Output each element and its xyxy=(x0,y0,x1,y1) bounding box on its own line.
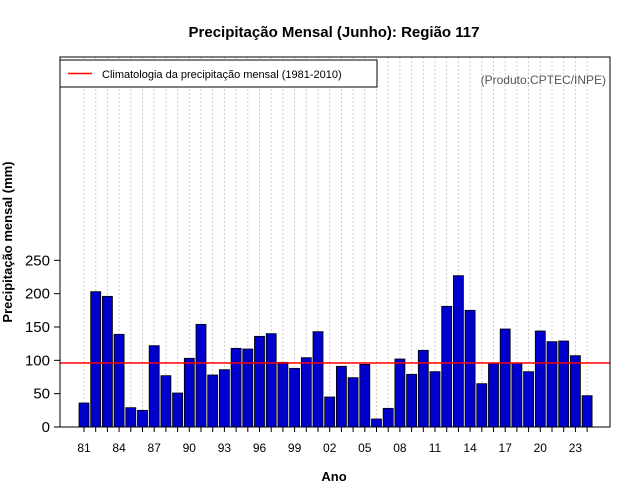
bar-08 xyxy=(394,358,406,428)
bar-89 xyxy=(172,392,184,428)
x-tick-label: 05 xyxy=(358,441,372,455)
bar-98 xyxy=(277,361,289,428)
x-tick-label: 87 xyxy=(148,441,162,455)
y-axis: 0 50 100 150 200 250 xyxy=(25,252,60,436)
bar-96 xyxy=(254,335,265,428)
x-tick-label: 23 xyxy=(569,441,583,455)
bar-86 xyxy=(137,409,148,428)
bar-14 xyxy=(464,309,476,428)
x-tick-label: 84 xyxy=(112,441,126,455)
chart-title: Precipitação Mensal (Junho): Região 117 xyxy=(189,24,480,41)
bar-12 xyxy=(441,305,453,428)
bar-00 xyxy=(300,357,312,428)
bar-10 xyxy=(417,349,429,428)
bar-23 xyxy=(570,355,581,428)
x-tick-label: 02 xyxy=(323,441,337,455)
bar-83 xyxy=(102,295,113,428)
bar-05 xyxy=(359,363,371,428)
bar-13 xyxy=(452,275,464,428)
bar-88 xyxy=(160,375,172,428)
legend-box xyxy=(59,59,378,88)
x-tick-label: 08 xyxy=(393,441,407,455)
bar-84 xyxy=(113,333,125,428)
x-tick-label: 17 xyxy=(499,441,513,455)
y-tick-label: 0 xyxy=(42,419,50,436)
bar-18 xyxy=(511,362,523,428)
x-tick-label: 11 xyxy=(429,441,442,455)
bar-19 xyxy=(523,371,534,428)
x-tick-label: 81 xyxy=(77,441,91,455)
plot-frame xyxy=(59,56,611,428)
bar-16 xyxy=(488,362,499,428)
bar-91 xyxy=(195,323,207,428)
bar-82 xyxy=(90,291,102,428)
x-tick-label: 99 xyxy=(288,441,302,455)
bar-90 xyxy=(183,357,195,428)
y-axis-label: Precipitação mensal (mm) xyxy=(0,161,15,322)
y-tick-label: 150 xyxy=(25,319,50,336)
y-tick-label: 100 xyxy=(25,352,50,369)
bar-07 xyxy=(382,407,394,428)
bar-94 xyxy=(230,347,242,428)
bar-03 xyxy=(335,365,347,428)
bar-87 xyxy=(148,345,160,428)
y-tick-label: 250 xyxy=(25,252,50,269)
x-tick-label: 90 xyxy=(183,441,197,455)
x-tick-label: 93 xyxy=(218,441,232,455)
x-tick-label: 96 xyxy=(253,441,267,455)
x-axis-label: Ano xyxy=(321,469,346,484)
bar-21 xyxy=(546,341,558,428)
x-axis: 81 84 87 90 93 96 99 02 05 08 11 14 17 20 23 xyxy=(77,427,588,455)
x-tick-label: 20 xyxy=(534,441,548,455)
y-tick-label: 200 xyxy=(25,286,50,303)
bar-02 xyxy=(324,396,336,428)
bar-97 xyxy=(265,333,277,428)
bar-17 xyxy=(499,328,511,428)
bar-92 xyxy=(207,374,219,428)
bar-22 xyxy=(558,340,570,428)
bar-95 xyxy=(242,348,254,428)
bar-01 xyxy=(312,331,324,428)
bar-93 xyxy=(218,369,230,428)
bar-99 xyxy=(289,367,301,428)
bar-04 xyxy=(347,377,359,428)
x-tick-label: 14 xyxy=(463,441,477,455)
bar-15 xyxy=(476,383,488,428)
bar-06 xyxy=(371,418,382,428)
bar-85 xyxy=(125,407,137,428)
bars xyxy=(78,275,593,428)
bar-20 xyxy=(534,330,546,428)
bar-11 xyxy=(429,371,441,428)
bar-09 xyxy=(406,373,418,428)
legend-label: Climatologia da precipitação mensal (198… xyxy=(102,69,342,81)
credit-text: (Produto:CPTEC/INPE) xyxy=(481,73,606,87)
bar-24 xyxy=(581,395,593,428)
legend: Climatologia da precipitação mensal (198… xyxy=(59,59,378,88)
y-tick-label: 50 xyxy=(33,386,50,403)
bar-81 xyxy=(78,402,90,428)
